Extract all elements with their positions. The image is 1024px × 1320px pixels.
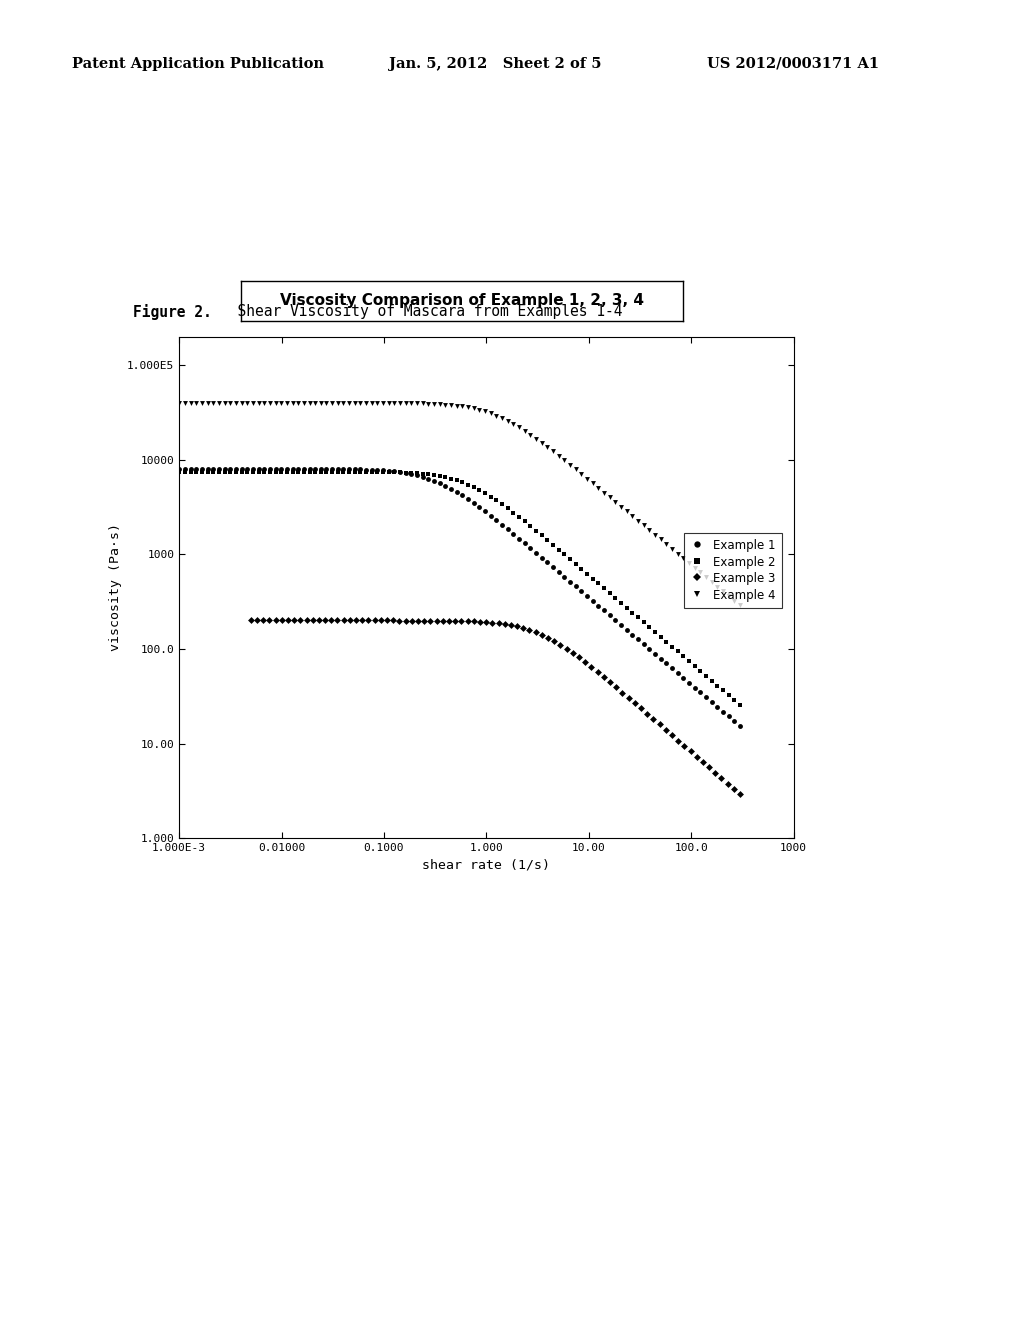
Example 3 [542, 630, 554, 645]
Example 2 [173, 463, 185, 479]
Text: Shear Viscosity of Mascara from Examples 1-4: Shear Viscosity of Mascara from Examples… [220, 304, 623, 318]
Example 2 [688, 659, 700, 675]
Example 4 [734, 598, 746, 614]
Example 1 [281, 461, 293, 477]
Example 3 [580, 655, 592, 671]
Example 4 [507, 416, 519, 432]
Example 1 [706, 694, 718, 710]
Line: Example 1: Example 1 [177, 466, 742, 729]
Example 4 [462, 400, 474, 416]
Example 2 [706, 673, 718, 689]
Text: Jan. 5, 2012   Sheet 2 of 5: Jan. 5, 2012 Sheet 2 of 5 [389, 57, 602, 71]
Text: Patent Application Publication: Patent Application Publication [72, 57, 324, 71]
Example 1 [688, 680, 700, 696]
Example 4 [281, 395, 293, 411]
Example 2 [281, 463, 293, 479]
Example 3 [536, 627, 548, 643]
Example 4 [706, 574, 718, 590]
Text: Viscosity Comparison of Example 1, 2, 3, 4: Viscosity Comparison of Example 1, 2, 3,… [280, 293, 644, 309]
Example 2 [303, 463, 315, 479]
Line: Example 2: Example 2 [177, 469, 742, 708]
Example 3 [245, 612, 257, 628]
Text: US 2012/0003171 A1: US 2012/0003171 A1 [707, 57, 879, 71]
Example 2 [507, 504, 519, 520]
Text: Figure 2.: Figure 2. [133, 304, 212, 319]
Example 1 [173, 461, 185, 477]
Example 2 [734, 697, 746, 713]
Example 4 [173, 395, 185, 411]
X-axis label: shear rate (1/s): shear rate (1/s) [422, 858, 550, 871]
Example 4 [688, 560, 700, 576]
Example 1 [303, 461, 315, 477]
Example 1 [462, 491, 474, 507]
Example 3 [560, 640, 572, 656]
Example 2 [462, 477, 474, 492]
Example 3 [734, 787, 746, 803]
Example 3 [462, 614, 474, 630]
Line: Example 4: Example 4 [177, 400, 742, 609]
Example 3 [678, 738, 690, 754]
Example 1 [734, 718, 746, 734]
Example 4 [303, 395, 315, 411]
Legend: Example 1, Example 2, Example 3, Example 4: Example 1, Example 2, Example 3, Example… [684, 533, 781, 607]
Line: Example 3: Example 3 [249, 618, 742, 797]
Example 1 [507, 527, 519, 543]
Y-axis label: viscosity (Pa·s): viscosity (Pa·s) [109, 524, 122, 651]
